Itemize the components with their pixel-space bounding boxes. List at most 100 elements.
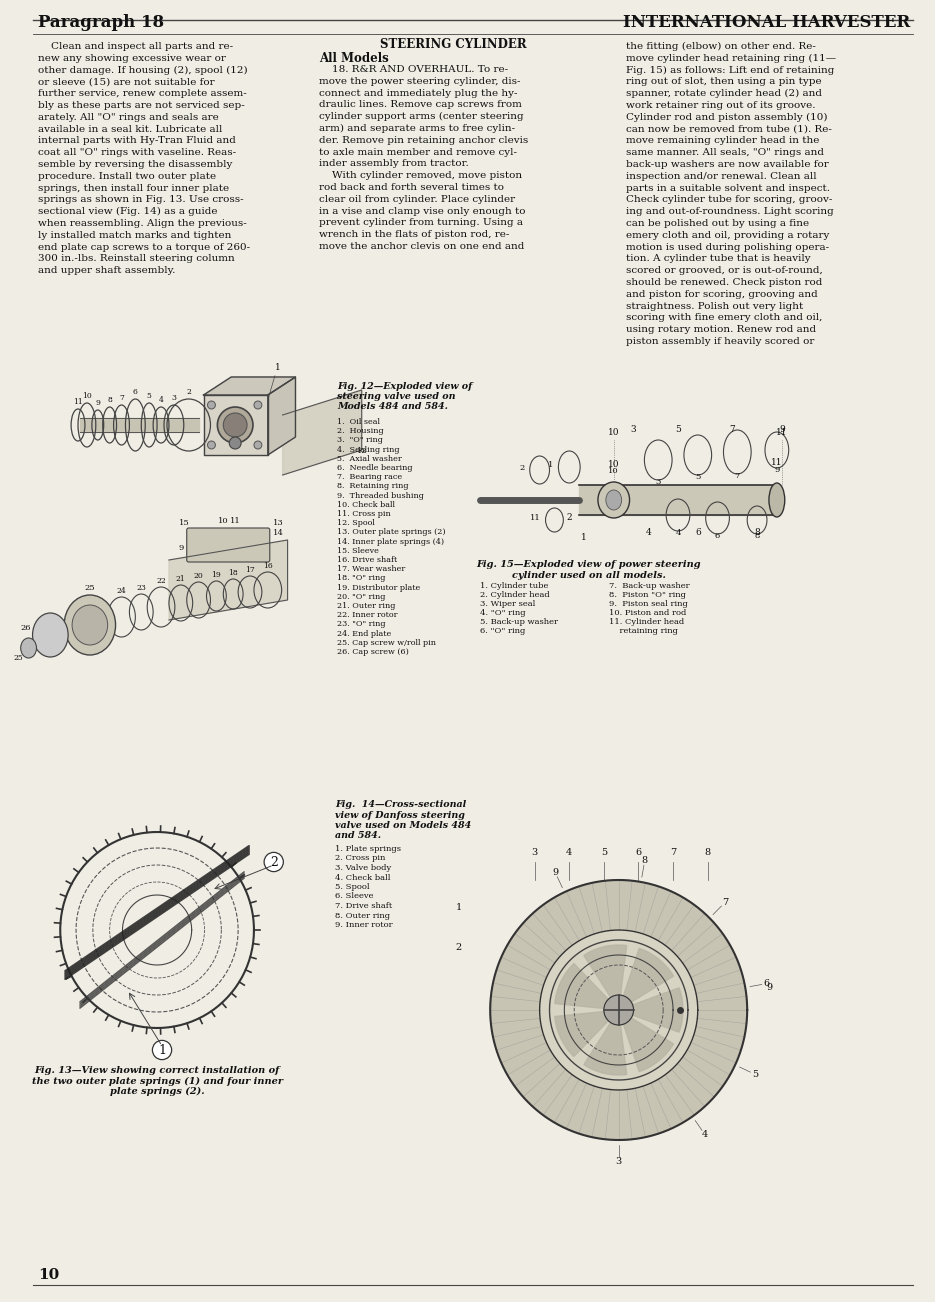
Text: 23: 23 — [137, 585, 146, 592]
Text: wrench in the flats of piston rod, re-: wrench in the flats of piston rod, re- — [319, 230, 510, 240]
Text: 10: 10 — [608, 428, 620, 437]
Text: rod back and forth several times to: rod back and forth several times to — [319, 184, 504, 191]
Text: 7: 7 — [735, 473, 740, 480]
Text: 10. Piston and rod: 10. Piston and rod — [609, 609, 686, 617]
Text: inspection and/or renewal. Clean all: inspection and/or renewal. Clean all — [626, 172, 816, 181]
Text: 9: 9 — [95, 398, 100, 408]
Text: scored or grooved, or is out-of-round,: scored or grooved, or is out-of-round, — [626, 266, 823, 275]
Text: 9: 9 — [553, 867, 558, 876]
Text: should be renewed. Check piston rod: should be renewed. Check piston rod — [626, 279, 822, 286]
Text: 12: 12 — [357, 447, 367, 454]
Text: move remaining cylinder head in the: move remaining cylinder head in the — [626, 137, 819, 146]
Text: 5: 5 — [675, 424, 681, 434]
Text: move the anchor clevis on one end and: move the anchor clevis on one end and — [319, 242, 525, 251]
Text: 9. Inner rotor: 9. Inner rotor — [335, 921, 393, 930]
Text: INTERNATIONAL HARVESTER: INTERNATIONAL HARVESTER — [623, 14, 911, 31]
Text: 13. Outer plate springs (2): 13. Outer plate springs (2) — [337, 529, 446, 536]
Polygon shape — [619, 948, 673, 1010]
Text: 6.  Needle bearing: 6. Needle bearing — [337, 464, 412, 473]
Text: coat all "O" rings with vaseline. Reas-: coat all "O" rings with vaseline. Reas- — [38, 148, 237, 158]
Text: bly as these parts are not serviced sep-: bly as these parts are not serviced sep- — [38, 102, 245, 109]
Text: Fig. 12—Exploded view of: Fig. 12—Exploded view of — [337, 381, 472, 391]
Text: steering valve used on: steering valve used on — [337, 392, 455, 401]
Text: 15. Sleeve: 15. Sleeve — [337, 547, 379, 555]
Polygon shape — [579, 486, 777, 516]
Text: 4: 4 — [645, 529, 651, 536]
Text: spanner, rotate cylinder head (2) and: spanner, rotate cylinder head (2) and — [626, 90, 822, 99]
Text: sectional view (Fig. 14) as a guide: sectional view (Fig. 14) as a guide — [38, 207, 218, 216]
Text: 6. Sleeve: 6. Sleeve — [335, 892, 373, 901]
Text: Fig. 13—View showing correct installation of
the two outer plate springs (1) and: Fig. 13—View showing correct installatio… — [32, 1066, 282, 1096]
Text: further service, renew complete assem-: further service, renew complete assem- — [38, 90, 247, 98]
Text: connect and immediately plug the hy-: connect and immediately plug the hy- — [319, 89, 518, 98]
FancyBboxPatch shape — [187, 529, 270, 562]
Polygon shape — [619, 988, 683, 1032]
Text: 18: 18 — [228, 569, 238, 577]
Text: 4.  Sealing ring: 4. Sealing ring — [337, 445, 399, 453]
Text: 5. Back-up washer: 5. Back-up washer — [481, 618, 558, 626]
Text: retaining ring: retaining ring — [609, 628, 678, 635]
Text: Clean and inspect all parts and re-: Clean and inspect all parts and re- — [38, 42, 234, 51]
Text: to axle main member and remove cyl-: to axle main member and remove cyl- — [319, 147, 517, 156]
Text: 9: 9 — [774, 466, 780, 474]
Text: view of Danfoss steering: view of Danfoss steering — [335, 811, 465, 819]
Text: using rotary motion. Renew rod and: using rotary motion. Renew rod and — [626, 326, 815, 335]
Text: 7.  Bearing race: 7. Bearing race — [337, 473, 402, 482]
Text: 10: 10 — [609, 467, 619, 475]
Text: 2. Cross pin: 2. Cross pin — [335, 854, 385, 862]
Text: All Models: All Models — [319, 52, 389, 65]
Text: move cylinder head retaining ring (11—: move cylinder head retaining ring (11— — [626, 53, 836, 62]
Text: draulic lines. Remove cap screws from: draulic lines. Remove cap screws from — [319, 100, 522, 109]
Polygon shape — [490, 880, 747, 1141]
Polygon shape — [539, 930, 698, 1090]
Text: 4: 4 — [702, 1130, 708, 1139]
Text: 7: 7 — [670, 848, 676, 857]
Text: 16. Drive shaft: 16. Drive shaft — [337, 556, 397, 564]
Ellipse shape — [208, 441, 215, 449]
Text: 21: 21 — [176, 575, 186, 583]
Ellipse shape — [254, 441, 262, 449]
Text: can now be removed from tube (1). Re-: can now be removed from tube (1). Re- — [626, 125, 831, 134]
Text: 11: 11 — [530, 514, 540, 522]
Text: emery cloth and oil, providing a rotary: emery cloth and oil, providing a rotary — [626, 230, 829, 240]
Text: 1. Cylinder tube: 1. Cylinder tube — [481, 582, 549, 590]
Text: 3: 3 — [655, 478, 661, 486]
Text: Fig. 15—Exploded view of power steering: Fig. 15—Exploded view of power steering — [477, 560, 701, 569]
Text: 11. Cylinder head: 11. Cylinder head — [609, 618, 684, 626]
Text: 5.  Axial washer: 5. Axial washer — [337, 454, 402, 462]
Text: semble by reversing the disassembly: semble by reversing the disassembly — [38, 160, 233, 169]
Text: 3: 3 — [615, 1157, 622, 1167]
Text: 6: 6 — [636, 848, 641, 857]
Text: when reassembling. Align the previous-: when reassembling. Align the previous- — [38, 219, 247, 228]
Text: scoring with fine emery cloth and oil,: scoring with fine emery cloth and oil, — [626, 314, 822, 323]
Text: or sleeve (15) are not suitable for: or sleeve (15) are not suitable for — [38, 77, 215, 86]
Ellipse shape — [254, 401, 262, 409]
Text: 5: 5 — [752, 1070, 758, 1079]
Text: 10: 10 — [38, 1268, 60, 1282]
Text: and piston for scoring, grooving and: and piston for scoring, grooving and — [626, 290, 817, 298]
Text: 12. Spool: 12. Spool — [337, 519, 375, 527]
Text: 2: 2 — [455, 943, 462, 952]
Text: cylinder support arms (center steering: cylinder support arms (center steering — [319, 112, 524, 121]
Text: 8: 8 — [108, 396, 112, 404]
Polygon shape — [80, 418, 198, 432]
Text: valve used on Models 484: valve used on Models 484 — [335, 822, 471, 829]
Text: piston assembly if heavily scored or: piston assembly if heavily scored or — [626, 337, 814, 346]
Text: 25. Cap screw w/roll pin: 25. Cap screw w/roll pin — [337, 639, 436, 647]
Text: 1. Plate springs: 1. Plate springs — [335, 845, 401, 853]
Text: 300 in.-lbs. Reinstall steering column: 300 in.-lbs. Reinstall steering column — [38, 254, 236, 263]
Text: 6: 6 — [715, 533, 720, 540]
Text: 2. Cylinder head: 2. Cylinder head — [481, 591, 550, 599]
Text: 2: 2 — [186, 388, 191, 396]
Ellipse shape — [208, 401, 215, 409]
Ellipse shape — [72, 605, 108, 644]
Polygon shape — [554, 1010, 619, 1056]
Polygon shape — [204, 395, 267, 454]
Text: 19. Distributor plate: 19. Distributor plate — [337, 583, 420, 591]
Text: in a vise and clamp vise only enough to: in a vise and clamp vise only enough to — [319, 207, 525, 216]
Text: 6. "O" ring: 6. "O" ring — [481, 628, 525, 635]
Text: 4. Check ball: 4. Check ball — [335, 874, 391, 881]
Text: same manner. All seals, "O" rings and: same manner. All seals, "O" rings and — [626, 148, 824, 158]
Text: 9: 9 — [179, 544, 184, 552]
Text: 6: 6 — [133, 388, 137, 396]
